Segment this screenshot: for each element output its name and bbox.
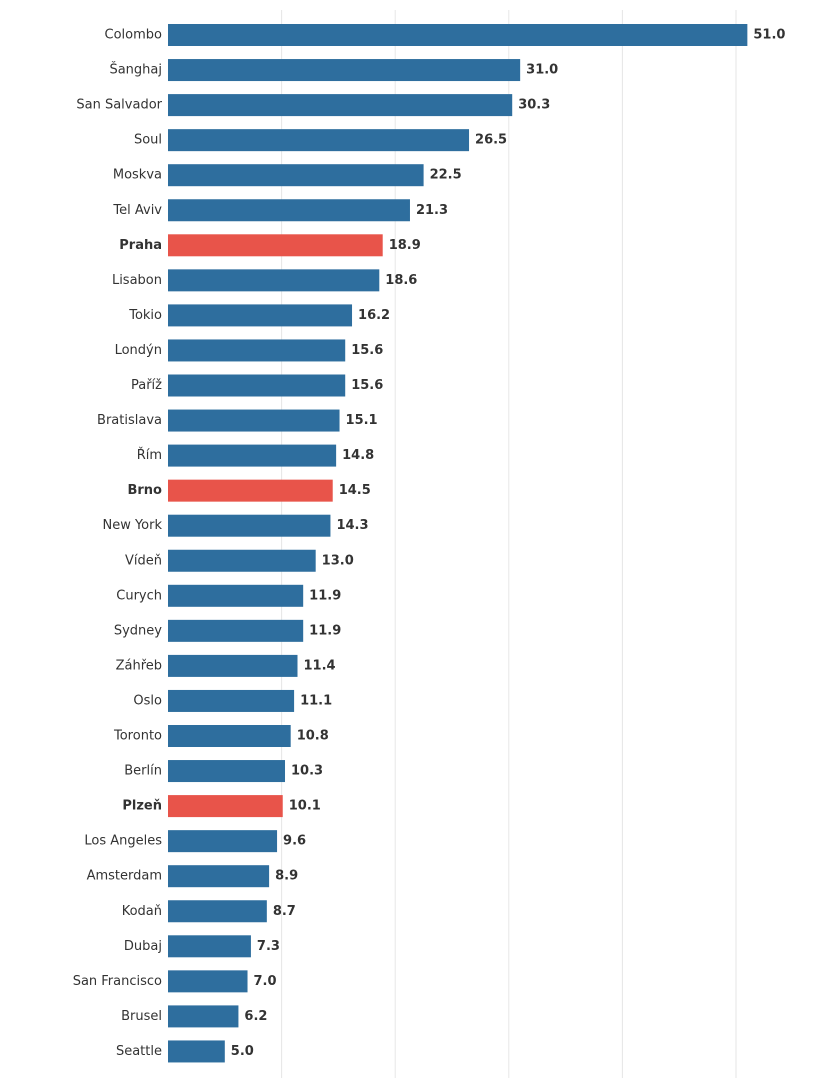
bar-seattle [168, 1040, 225, 1063]
value-label-amsterdam: 8.9 [275, 869, 298, 884]
value-label-vídeň: 13.0 [322, 553, 354, 568]
category-label-brusel: Brusel [121, 1009, 162, 1024]
bars [168, 24, 748, 1063]
bar-san-francisco [168, 970, 248, 993]
category-label-amsterdam: Amsterdam [87, 869, 162, 884]
value-label-oslo: 11.1 [300, 693, 332, 708]
bar-san-salvador [168, 94, 513, 117]
category-label-londýn: Londýn [115, 343, 162, 358]
bar-lisabon [168, 269, 380, 292]
value-label-colombo: 51.0 [753, 28, 785, 43]
category-label-záhřeb: Záhřeb [116, 658, 162, 673]
bar-amsterdam [168, 865, 270, 888]
bar-bratislava [168, 409, 340, 432]
category-label-dubaj: Dubaj [124, 939, 162, 954]
value-label-kodaň: 8.7 [273, 904, 296, 919]
category-label-moskva: Moskva [113, 168, 162, 183]
value-label-dubaj: 7.3 [257, 939, 280, 954]
category-label-soul: Soul [134, 133, 162, 148]
value-labels: 51.0 31.0 30.3 26.5 22.5 21.3 18.9 18.6 16.2 15.6… [231, 28, 786, 1059]
value-label-praha: 18.9 [389, 238, 421, 253]
bar-los-angeles [168, 830, 278, 853]
value-label-brusel: 6.2 [244, 1009, 267, 1024]
category-labels: Colombo Šanghaj San Salvador Soul Moskva Tel … [73, 28, 163, 1059]
category-label-vídeň: Vídeň [125, 553, 162, 568]
category-label-curych: Curych [116, 588, 162, 603]
value-label-lisabon: 18.6 [385, 273, 417, 288]
bar-colombo [168, 24, 748, 46]
category-label-berlín: Berlín [124, 764, 162, 779]
value-label-seattle: 5.0 [231, 1044, 254, 1059]
bar-brno [168, 479, 333, 502]
bar-sydney [168, 619, 304, 642]
bar-paříž [168, 374, 346, 397]
value-label-tel-aviv: 21.3 [416, 203, 448, 218]
category-label-los-angeles: Los Angeles [84, 834, 162, 849]
category-label-lisabon: Lisabon [112, 273, 162, 288]
bar-soul [168, 129, 470, 152]
bar-záhřeb [168, 654, 298, 677]
category-label-tel-aviv: Tel Aviv [112, 203, 162, 218]
category-label-brno: Brno [127, 483, 162, 498]
category-label-colombo: Colombo [105, 28, 163, 43]
bar-tel-aviv [168, 199, 410, 222]
value-label-brno: 14.5 [339, 483, 371, 498]
category-label-kodaň: Kodaň [122, 904, 162, 919]
bar-vídeň [168, 549, 316, 572]
value-label-curych: 11.9 [309, 588, 341, 603]
bar-curych [168, 584, 304, 607]
category-label-tokio: Tokio [128, 308, 162, 323]
bar-tokio [168, 304, 353, 327]
bar-toronto [168, 725, 291, 747]
bar-řím [168, 444, 337, 467]
category-label-sydney: Sydney [114, 623, 162, 638]
bar-moskva [168, 164, 424, 187]
value-label-záhřeb: 11.4 [304, 658, 336, 673]
value-label-paříž: 15.6 [351, 378, 383, 393]
category-label-oslo: Oslo [133, 693, 162, 708]
bar-kodaň [168, 900, 267, 923]
bar-oslo [168, 689, 295, 712]
gridlines [281, 10, 737, 1078]
bar-dubaj [168, 935, 251, 958]
value-label-moskva: 22.5 [430, 168, 462, 183]
value-label-toronto: 10.8 [297, 729, 329, 744]
value-label-los-angeles: 9.6 [283, 834, 306, 849]
category-label-san-salvador: San Salvador [76, 98, 162, 113]
category-label-toronto: Toronto [113, 729, 162, 744]
value-label-plzeň: 10.1 [289, 799, 321, 814]
bar-praha [168, 234, 383, 257]
value-label-new-york: 14.3 [336, 518, 368, 533]
bar-londýn [168, 339, 346, 362]
bar-berlín [168, 760, 286, 783]
bar-brusel [168, 1005, 239, 1028]
category-label-paříž: Paříž [131, 378, 162, 393]
category-label-praha: Praha [119, 238, 162, 253]
value-label-berlín: 10.3 [291, 764, 323, 779]
value-label-sydney: 11.9 [309, 623, 341, 638]
category-label-new-york: New York [102, 518, 162, 533]
bar-šanghaj [168, 59, 521, 82]
value-label-san-salvador: 30.3 [518, 98, 550, 113]
value-label-soul: 26.5 [475, 133, 507, 148]
value-label-bratislava: 15.1 [346, 413, 378, 428]
value-label-san-francisco: 7.0 [254, 974, 277, 989]
category-label-san-francisco: San Francisco [73, 974, 162, 989]
value-label-tokio: 16.2 [358, 308, 390, 323]
category-label-seattle: Seattle [116, 1044, 162, 1059]
value-label-šanghaj: 31.0 [526, 63, 558, 78]
category-label-bratislava: Bratislava [97, 413, 162, 428]
value-label-londýn: 15.6 [351, 343, 383, 358]
category-label-plzeň: Plzeň [122, 799, 162, 814]
value-label-řím: 14.8 [342, 448, 374, 463]
category-label-šanghaj: Šanghaj [109, 62, 162, 78]
bar-plzeň [168, 795, 283, 818]
category-label-řím: Řím [137, 447, 162, 463]
bar-new-york [168, 514, 331, 537]
